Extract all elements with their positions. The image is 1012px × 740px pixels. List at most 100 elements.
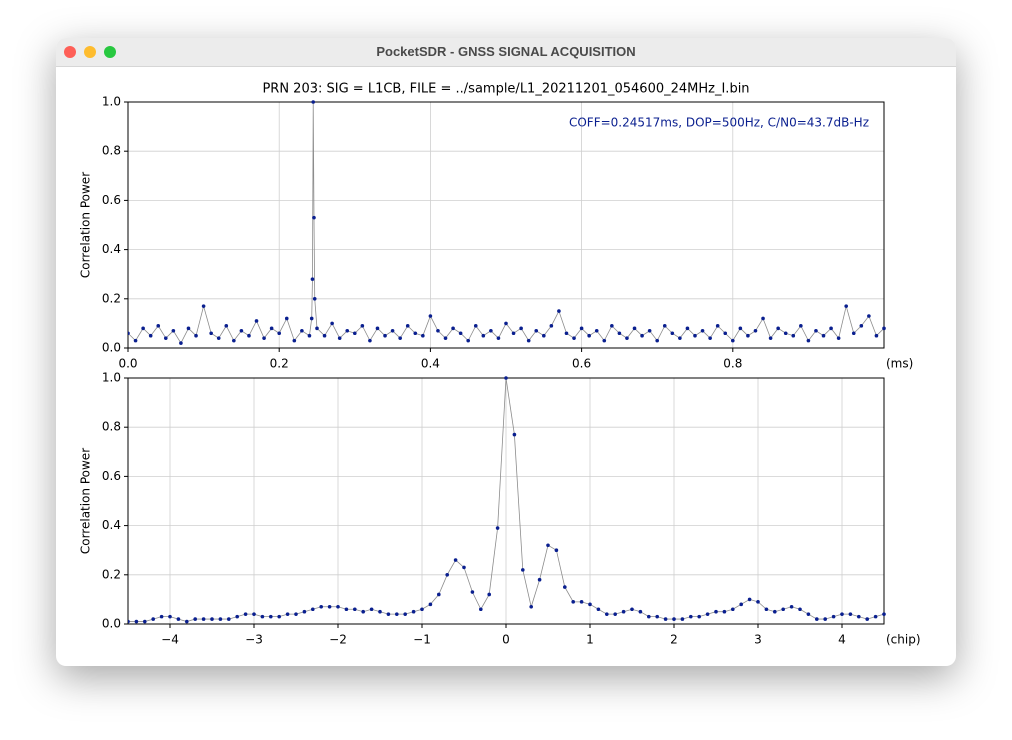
point	[867, 314, 871, 318]
point	[344, 607, 349, 612]
point	[621, 609, 626, 614]
window-title: PocketSDR - GNSS SIGNAL ACQUISITION	[376, 44, 636, 59]
point	[640, 333, 644, 338]
point	[315, 326, 319, 331]
point	[731, 607, 735, 612]
y-tick-label: 1.0	[102, 95, 121, 109]
x-tick-label: −3	[245, 633, 263, 647]
y-tick-label: 1.0	[102, 371, 121, 385]
point	[882, 326, 886, 331]
point	[670, 331, 675, 336]
point	[851, 331, 856, 336]
point	[495, 526, 500, 530]
point	[571, 600, 575, 604]
plot-area	[128, 376, 886, 624]
point	[697, 614, 701, 619]
point	[693, 333, 697, 338]
point	[239, 328, 244, 333]
y-tick-label: 0.6	[102, 469, 121, 483]
point	[776, 326, 780, 331]
point	[481, 333, 486, 338]
x-tick-label: −2	[329, 633, 347, 647]
point	[322, 333, 327, 338]
point	[300, 328, 304, 333]
point	[537, 577, 542, 582]
point	[605, 612, 609, 616]
point	[156, 324, 161, 328]
y-axis-label: Correlation Power	[79, 172, 93, 278]
point	[662, 324, 667, 328]
point	[209, 331, 213, 336]
point	[791, 333, 796, 338]
point	[723, 331, 728, 336]
x-tick-label: 0.4	[421, 357, 440, 371]
point	[773, 609, 777, 614]
y-tick-label: 0.8	[102, 144, 121, 158]
point	[232, 338, 236, 343]
point	[764, 607, 769, 612]
point	[655, 338, 659, 343]
x-tick-label: 0.6	[572, 357, 591, 371]
point	[428, 602, 433, 607]
chart-title: PRN 203: SIG = L1CB, FILE = ../sample/L1…	[262, 82, 749, 97]
point	[360, 324, 365, 328]
point	[436, 328, 440, 333]
point	[462, 565, 466, 570]
point	[526, 338, 531, 343]
point	[445, 573, 450, 577]
point	[761, 316, 765, 321]
point	[496, 336, 501, 340]
point	[579, 600, 584, 604]
point	[814, 328, 818, 333]
point	[708, 336, 712, 340]
point	[799, 324, 803, 328]
zoom-button[interactable]	[104, 46, 116, 58]
point	[330, 321, 334, 326]
point	[489, 328, 493, 333]
point	[403, 612, 408, 616]
point	[815, 617, 819, 621]
point	[630, 607, 634, 612]
point	[613, 612, 617, 616]
point	[746, 333, 750, 338]
point	[159, 614, 164, 619]
point	[714, 609, 718, 614]
point	[768, 336, 773, 340]
point	[128, 619, 130, 624]
point	[302, 609, 307, 614]
point	[398, 336, 402, 340]
point	[216, 336, 221, 340]
point	[458, 331, 463, 336]
point	[395, 612, 399, 616]
minimize-button[interactable]	[84, 46, 96, 58]
point	[390, 328, 395, 333]
x-tick-label: 4	[838, 633, 846, 647]
point	[781, 607, 785, 612]
point	[588, 602, 592, 607]
point	[292, 338, 297, 343]
point	[487, 592, 492, 597]
point	[312, 215, 316, 220]
point	[141, 326, 145, 331]
point	[310, 277, 315, 281]
point	[572, 336, 576, 340]
point	[134, 619, 139, 624]
point	[685, 326, 690, 331]
point	[194, 333, 198, 338]
point	[829, 326, 833, 331]
point	[874, 333, 879, 338]
close-button[interactable]	[64, 46, 76, 58]
point	[594, 328, 599, 333]
x-tick-label: 0.2	[270, 357, 289, 371]
point	[309, 316, 314, 321]
point	[311, 100, 316, 104]
y-tick-label: 0.8	[102, 420, 121, 434]
point	[148, 333, 153, 338]
point	[143, 619, 147, 624]
y-tick-label: 0.0	[102, 341, 121, 355]
point	[529, 604, 533, 609]
x-tick-label: 0	[502, 633, 510, 647]
point	[504, 376, 508, 380]
point	[632, 326, 637, 331]
